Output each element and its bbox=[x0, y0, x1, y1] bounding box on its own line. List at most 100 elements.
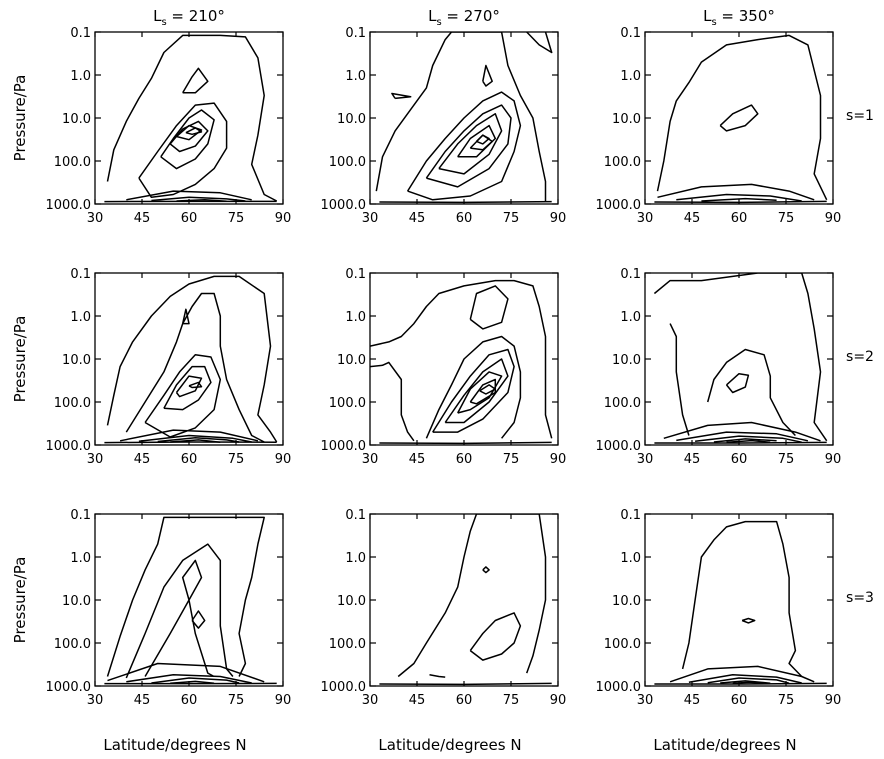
contour-line bbox=[656, 34, 828, 201]
contour-line bbox=[185, 127, 203, 136]
contour-lines bbox=[375, 32, 553, 204]
contour-line bbox=[106, 34, 278, 202]
contour-line bbox=[475, 134, 490, 145]
row-labels: s=1 s=2 s=3 bbox=[846, 108, 874, 606]
y-tick-label: 10.0 bbox=[337, 353, 366, 368]
x-tick-label: 30 bbox=[637, 452, 654, 467]
contour-line bbox=[654, 441, 827, 444]
contour-line bbox=[469, 612, 522, 661]
x-tick-label: 45 bbox=[134, 452, 151, 467]
contour-line bbox=[726, 439, 771, 443]
y-tick-label: 0.1 bbox=[620, 508, 641, 523]
y-tick-label: 100.0 bbox=[329, 396, 366, 411]
x-tick-label: 90 bbox=[825, 452, 842, 467]
contour-line bbox=[104, 441, 277, 444]
x-tick-label: 30 bbox=[87, 211, 104, 226]
x-tick-label: 45 bbox=[684, 211, 701, 226]
y-tick-label: 0.1 bbox=[345, 26, 366, 41]
y-tick-label: 0.1 bbox=[345, 267, 366, 282]
contour-line bbox=[526, 32, 553, 54]
contour-lines bbox=[104, 34, 278, 203]
y-tick-label: 10.0 bbox=[337, 594, 366, 609]
column-title: Ls = 210° bbox=[153, 7, 225, 28]
contour-line bbox=[106, 516, 265, 677]
contour-line bbox=[170, 680, 215, 684]
x-tick-label: 30 bbox=[637, 693, 654, 708]
x-tick-label: 90 bbox=[275, 452, 292, 467]
contour-line bbox=[397, 514, 547, 678]
x-tick-label: 75 bbox=[778, 693, 795, 708]
y-tick-label: 0.1 bbox=[70, 508, 91, 523]
contour-line bbox=[151, 677, 240, 684]
x-axis-label: Latitude/degrees N bbox=[103, 736, 246, 754]
contour-line bbox=[707, 677, 790, 684]
contour-line bbox=[732, 681, 765, 685]
row-label: s=2 bbox=[846, 349, 874, 365]
contour-line bbox=[720, 680, 771, 684]
x-tick-label: 90 bbox=[275, 211, 292, 226]
x-axis-label: Latitude/degrees N bbox=[378, 736, 521, 754]
panel-r2-c1: 30 45 60 75 90 0.1 1.0 10.0 100.0 1000.0 bbox=[46, 267, 292, 467]
contour-lines bbox=[104, 516, 277, 685]
contour-line bbox=[654, 200, 827, 204]
contour-line bbox=[429, 674, 446, 678]
x-tick-label: 75 bbox=[503, 452, 520, 467]
y-tick-label: 1000.0 bbox=[321, 198, 367, 213]
x-tick-label: 75 bbox=[778, 452, 795, 467]
x-tick-label: 45 bbox=[134, 693, 151, 708]
x-tick-label: 30 bbox=[362, 211, 379, 226]
contour-line bbox=[653, 273, 828, 442]
contour-line bbox=[706, 348, 796, 437]
column-title: Ls = 350° bbox=[703, 7, 775, 28]
y-tick-label: 1000.0 bbox=[321, 439, 367, 454]
column-titles: Ls = 210° Ls = 270° Ls = 350° bbox=[153, 7, 775, 28]
contour-line bbox=[444, 358, 509, 424]
contour-line bbox=[663, 421, 821, 442]
contour-line bbox=[163, 365, 212, 411]
contour-lines bbox=[654, 34, 828, 204]
y-tick-label: 1.0 bbox=[70, 551, 91, 566]
contour-line bbox=[176, 124, 203, 141]
y-tick-label: 1.0 bbox=[70, 69, 91, 84]
contour-line bbox=[713, 438, 777, 443]
contour-line bbox=[157, 437, 240, 443]
x-tick-label: 90 bbox=[825, 693, 842, 708]
column-title: Ls = 270° bbox=[428, 7, 500, 28]
plot-frame bbox=[644, 31, 834, 205]
contour-line bbox=[138, 102, 228, 199]
contour-line bbox=[719, 104, 759, 132]
y-tick-label: 1.0 bbox=[345, 310, 366, 325]
x-tick-label: 90 bbox=[550, 452, 567, 467]
x-tick-label: 45 bbox=[409, 452, 426, 467]
x-tick-label: 30 bbox=[362, 693, 379, 708]
contour-line bbox=[175, 375, 203, 398]
contour-line bbox=[688, 674, 802, 684]
y-tick-label: 0.1 bbox=[70, 267, 91, 282]
x-tick-label: 90 bbox=[825, 211, 842, 226]
panel-r1-c2: 30 45 60 75 90 0.1 1.0 10.0 100.0 1000.0 bbox=[321, 26, 567, 226]
contour-lines bbox=[379, 514, 552, 686]
x-tick-label: 60 bbox=[731, 452, 748, 467]
y-tick-label: 1000.0 bbox=[321, 680, 367, 695]
panel-r1-c1: 30 45 60 75 90 0.1 1.0 10.0 100.0 1000.0 bbox=[46, 26, 292, 226]
x-tick-label: 60 bbox=[456, 211, 473, 226]
y-tick-label: 10.0 bbox=[612, 353, 641, 368]
y-tick-label: 10.0 bbox=[62, 594, 91, 609]
contour-line bbox=[379, 200, 552, 204]
x-tick-label: 75 bbox=[228, 693, 245, 708]
y-tick-label: 100.0 bbox=[604, 637, 641, 652]
contour-line bbox=[669, 323, 690, 436]
contour-line bbox=[479, 384, 497, 395]
y-tick-label: 10.0 bbox=[612, 112, 641, 127]
y-axis-labels: Pressure/Pa Pressure/Pa Pressure/Pa bbox=[11, 75, 29, 644]
contour-lines bbox=[654, 520, 827, 685]
contour-line bbox=[741, 617, 756, 624]
contour-lines bbox=[653, 273, 828, 444]
contour-line bbox=[701, 197, 777, 202]
contour-line bbox=[125, 292, 265, 443]
x-tick-label: 45 bbox=[684, 693, 701, 708]
y-tick-label: 100.0 bbox=[54, 155, 91, 170]
panel-r2-c2: 30 45 60 75 90 0.1 1.0 10.0 100.0 1000.0 bbox=[321, 267, 567, 467]
